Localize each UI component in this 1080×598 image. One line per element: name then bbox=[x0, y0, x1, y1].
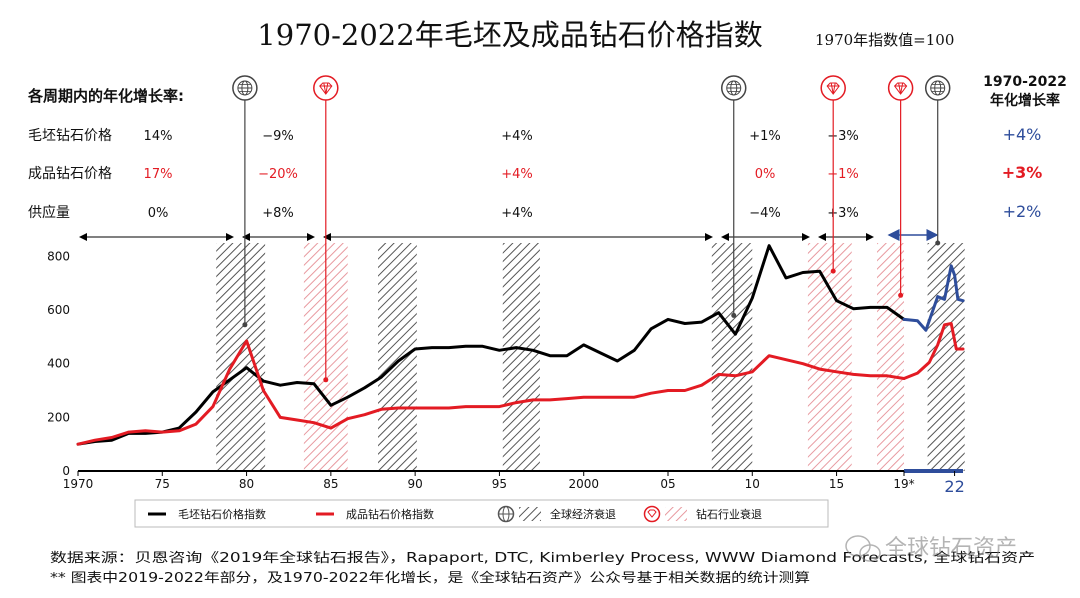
rate-supply-p5: +3% bbox=[827, 206, 859, 221]
global-recession-band-1 bbox=[378, 243, 417, 471]
x-tick-label: 10 bbox=[745, 477, 760, 491]
legend-global-swatch bbox=[519, 507, 541, 521]
legend-industry-label: 钻石行业衰退 bbox=[696, 507, 762, 521]
rate-rough-p2: −9% bbox=[262, 129, 294, 144]
wechat-icon bbox=[845, 535, 881, 562]
legend-polished-label: 成品钻石价格指数 bbox=[346, 507, 434, 521]
legend-globe-icon bbox=[497, 505, 515, 523]
diamond-icon-3 bbox=[820, 75, 846, 274]
rate-supply-p1: 0% bbox=[148, 206, 169, 221]
legend: 毛坯钻石价格指数 成品钻石价格指数 全球经济衰退 钻石行业衰退 bbox=[134, 499, 829, 528]
series-line-1 bbox=[902, 264, 965, 332]
globe-icon-0 bbox=[232, 75, 258, 328]
x-tick-label: 22 bbox=[944, 477, 964, 496]
x-tick-label: 75 bbox=[155, 477, 170, 491]
global-recession-band-3 bbox=[711, 243, 753, 471]
legend-industry-swatch bbox=[665, 507, 687, 521]
row-label-polished: 成品钻石价格 bbox=[28, 166, 112, 182]
legend-global-label: 全球经济衰退 bbox=[550, 507, 616, 521]
series-line-0 bbox=[76, 244, 906, 446]
rate-polished-p3: +4% bbox=[501, 167, 533, 182]
rate-supply-p3: +4% bbox=[501, 206, 533, 221]
industry-recession-band-1 bbox=[807, 243, 852, 471]
series-line-2 bbox=[76, 339, 906, 446]
footnote-source: 数据来源：贝恩咨询《2019年全球钻石报告》，Rapaport, DTC, Ki… bbox=[50, 550, 1035, 566]
chart-subtitle: 1970年指数值=100 bbox=[815, 31, 954, 49]
x-tick-label: 05 bbox=[660, 477, 675, 491]
legend-diamond-icon bbox=[643, 505, 661, 523]
global-recession-band-0 bbox=[216, 243, 266, 471]
axes: 0 200 400 600 800 1970 75 80 85 90 95 2000 05 10 15 19*… bbox=[47, 249, 965, 496]
y-tick-label: 800 bbox=[47, 249, 70, 263]
overall-rough: +4% bbox=[1003, 125, 1042, 144]
overall-supply: +2% bbox=[1003, 202, 1042, 221]
globe-icon-2 bbox=[720, 75, 747, 318]
rate-polished-p4: 0% bbox=[755, 167, 776, 182]
series-lines bbox=[76, 244, 965, 446]
rates-heading: 各周期内的年化增长率: bbox=[27, 87, 184, 105]
series-line-3 bbox=[902, 322, 965, 380]
x-tick-label: 2000 bbox=[568, 477, 599, 491]
global-recession-band-4 bbox=[927, 243, 965, 471]
y-tick-label: 400 bbox=[47, 357, 70, 371]
legend-rough-label: 毛坯钻石价格指数 bbox=[178, 507, 266, 521]
legend-box bbox=[134, 499, 829, 528]
rate-rough-p5: −3% bbox=[827, 129, 859, 144]
watermark: 全球钻石资产 bbox=[845, 535, 1017, 562]
diamond-icon-4 bbox=[887, 75, 914, 298]
x-tick-label: 95 bbox=[492, 477, 507, 491]
x-tick-label: 90 bbox=[408, 477, 423, 491]
industry-recession-band-2 bbox=[877, 243, 904, 471]
chart-title: 1970-2022年毛坯及成品钻石价格指数 bbox=[257, 18, 762, 52]
rate-polished-p2: −20% bbox=[258, 167, 298, 182]
footnote-note: ** 图表中2019-2022年部分，及1970-2022年化增长，是《全球钻石… bbox=[50, 570, 810, 586]
y-tick-label: 600 bbox=[47, 303, 70, 317]
diamond-icon-1 bbox=[313, 75, 339, 383]
period-markers bbox=[232, 75, 951, 383]
rate-rough-p3: +4% bbox=[501, 129, 533, 144]
x-tick-label: 85 bbox=[323, 477, 338, 491]
globe-icon-5 bbox=[924, 75, 951, 246]
y-tick-label: 200 bbox=[47, 410, 70, 424]
global-recession-band-2 bbox=[502, 243, 540, 471]
overall-heading-1: 1970-2022 bbox=[983, 74, 1067, 90]
row-label-rough: 毛坯钻石价格 bbox=[28, 128, 112, 144]
rate-rough-p4: +1% bbox=[749, 129, 781, 144]
y-tick-label: 0 bbox=[62, 464, 70, 478]
watermark-text: 全球钻石资产 bbox=[885, 536, 1017, 561]
x-tick-label: 80 bbox=[239, 477, 254, 491]
x-tick-label: 1970 bbox=[63, 477, 94, 491]
recession-bands bbox=[216, 243, 965, 471]
overall-heading-2: 年化增长率 bbox=[990, 92, 1060, 109]
rate-polished-p5: −1% bbox=[827, 167, 859, 182]
rate-polished-p1: 17% bbox=[144, 167, 173, 182]
row-label-supply: 供应量 bbox=[28, 204, 70, 221]
rate-supply-p2: +8% bbox=[262, 206, 294, 221]
overall-polished: +3% bbox=[1002, 163, 1043, 182]
rate-rough-p1: 14% bbox=[144, 129, 173, 144]
rate-supply-p4: −4% bbox=[749, 206, 781, 221]
x-tick-label: 15 bbox=[829, 477, 844, 491]
x-tick-label: 19* bbox=[893, 477, 914, 491]
